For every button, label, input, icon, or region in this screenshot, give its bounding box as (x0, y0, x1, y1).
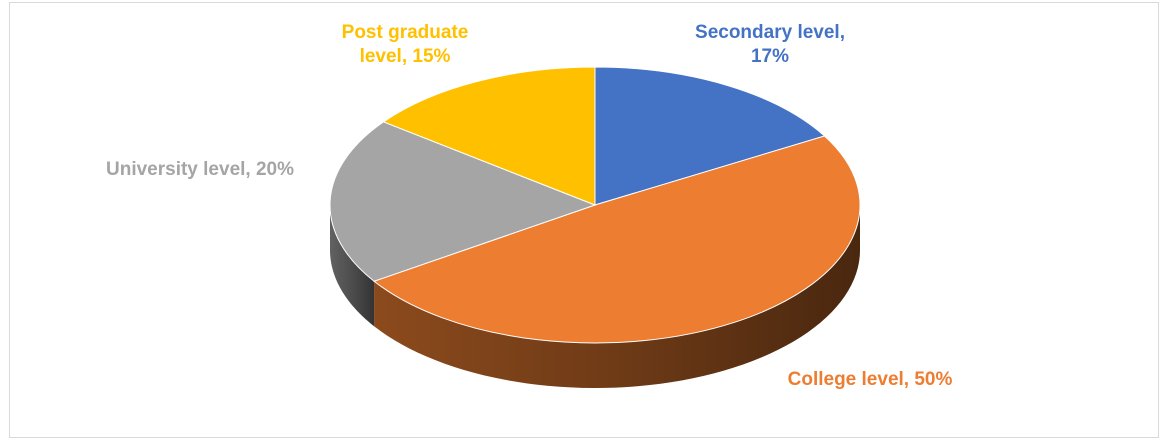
data-label: Secondary level, 17% (695, 22, 845, 67)
data-label: University level, 20% (106, 159, 294, 180)
data-label: Post graduate level, 15% (341, 22, 469, 67)
slice (382, 66, 596, 206)
slice (329, 121, 597, 282)
chart-frame (9, 2, 1159, 438)
slice (373, 135, 861, 344)
slice-side-shade (374, 205, 860, 388)
slice-side-shade (330, 205, 375, 327)
data-label: College level, 50% (787, 369, 953, 390)
slice (594, 66, 826, 206)
